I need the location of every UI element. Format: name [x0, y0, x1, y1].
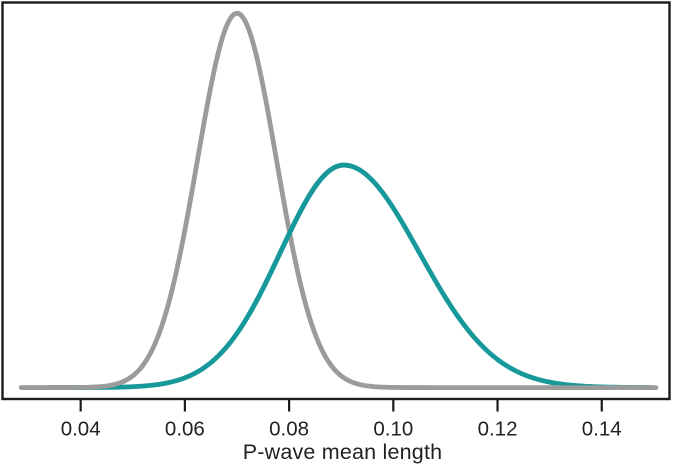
x-tick-label: 0.12 — [478, 418, 518, 441]
x-axis-title: P-wave mean length — [242, 440, 443, 464]
teal-density-curve-crossover-overlay — [245, 162, 359, 319]
teal-density-curve — [24, 162, 655, 390]
plot-frame — [1, 1, 671, 401]
x-tick-label: 0.10 — [373, 418, 413, 441]
x-tick-label: 0.04 — [61, 418, 101, 441]
x-tick-label: 0.08 — [269, 418, 309, 441]
x-axis-ticks — [79, 399, 603, 412]
x-tick-label: 0.06 — [165, 418, 205, 441]
density-curves — [18, 10, 659, 390]
x-tick-label: 0.14 — [582, 418, 622, 441]
gray-density-curve — [18, 10, 659, 390]
x-axis-tick-labels: 0.04 0.06 0.08 0.10 0.12 0.14 — [61, 418, 622, 441]
